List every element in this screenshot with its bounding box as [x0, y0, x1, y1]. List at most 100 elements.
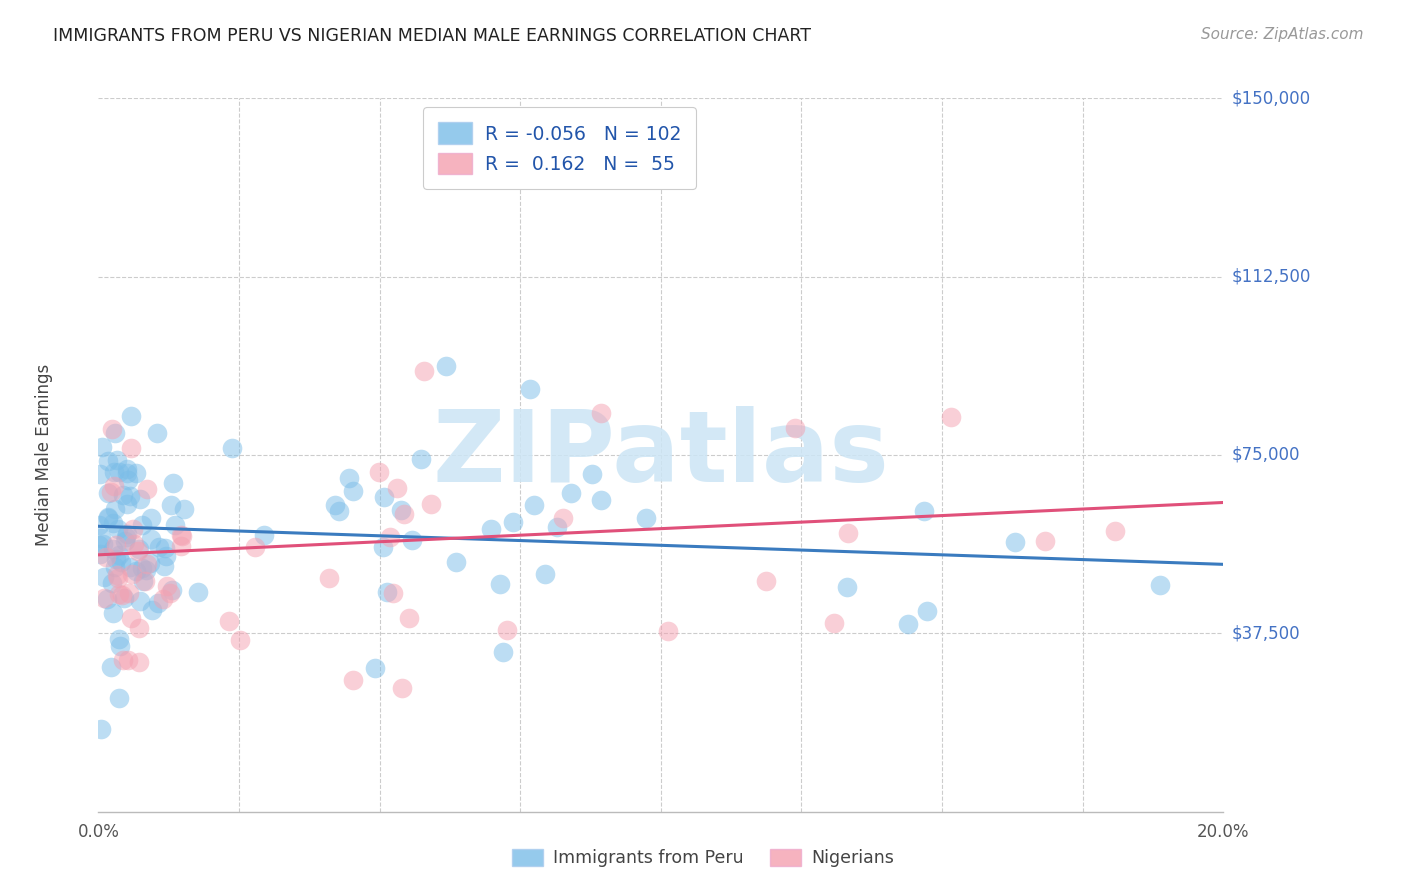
Point: [103, 479, 125, 493]
Point: [107, 571, 129, 585]
Point: [93, 591, 115, 605]
Point: [120, 441, 142, 455]
Point: [325, 499, 347, 513]
Point: [153, 541, 176, 555]
Point: [823, 615, 845, 630]
Point: [105, 538, 128, 552]
Point: [97, 486, 120, 500]
Point: [170, 529, 193, 543]
Point: [139, 510, 162, 524]
Point: [114, 534, 136, 549]
Point: [785, 421, 807, 435]
Point: [146, 426, 169, 441]
Point: [519, 382, 541, 396]
Point: [755, 574, 778, 589]
Point: [117, 461, 139, 475]
Point: [367, 465, 389, 479]
Point: [489, 576, 512, 591]
Point: [479, 522, 502, 536]
Point: [551, 510, 574, 524]
Point: [107, 632, 129, 646]
Point: [135, 564, 157, 578]
Point: [134, 574, 156, 588]
Point: [412, 364, 434, 378]
Point: [546, 520, 568, 534]
Point: [139, 556, 162, 570]
Point: [100, 485, 122, 500]
Point: [108, 690, 131, 705]
Point: [107, 568, 129, 582]
Point: [153, 558, 176, 573]
Point: [100, 422, 122, 436]
Point: [108, 587, 131, 601]
Point: [129, 593, 152, 607]
Point: [1004, 534, 1026, 549]
Point: [136, 483, 159, 497]
Point: [103, 465, 125, 479]
Point: [90, 723, 112, 737]
Point: [163, 517, 186, 532]
Point: [939, 410, 962, 425]
Point: [377, 585, 399, 599]
Point: [534, 567, 557, 582]
Point: [121, 567, 143, 582]
Legend: R = -0.056   N = 102, R =  0.162   N =  55: R = -0.056 N = 102, R = 0.162 N = 55: [423, 108, 696, 189]
Point: [1149, 578, 1171, 592]
Point: [170, 528, 193, 542]
Point: [218, 614, 240, 628]
Point: [118, 586, 141, 600]
Point: [253, 527, 276, 541]
Point: [110, 555, 132, 569]
Point: [128, 542, 150, 557]
Point: [342, 673, 364, 687]
Point: [912, 504, 935, 518]
Point: [155, 549, 177, 563]
Point: [444, 555, 467, 569]
Point: [122, 537, 145, 551]
Point: [495, 623, 517, 637]
Point: [229, 632, 252, 647]
Point: [104, 501, 127, 516]
Point: [107, 523, 129, 537]
Point: [337, 470, 360, 484]
Point: [492, 645, 515, 659]
Point: [111, 588, 134, 602]
Point: [127, 544, 149, 558]
Point: [122, 522, 145, 536]
Point: [634, 510, 657, 524]
Point: [392, 507, 415, 521]
Point: [187, 585, 209, 599]
Point: [835, 580, 858, 594]
Point: [1033, 534, 1056, 549]
Text: IMMIGRANTS FROM PERU VS NIGERIAN MEDIAN MALE EARNINGS CORRELATION CHART: IMMIGRANTS FROM PERU VS NIGERIAN MEDIAN …: [53, 27, 811, 45]
Point: [89, 538, 111, 552]
Point: [104, 426, 127, 441]
Point: [581, 467, 603, 481]
Point: [152, 592, 174, 607]
Text: $75,000: $75,000: [1232, 446, 1301, 464]
Point: [523, 498, 546, 512]
Point: [591, 406, 613, 420]
Point: [364, 661, 387, 675]
Point: [434, 359, 457, 374]
Point: [89, 518, 111, 533]
Point: [101, 516, 124, 531]
Point: [915, 604, 938, 618]
Point: [115, 466, 138, 480]
Point: [131, 560, 153, 574]
Point: [139, 532, 162, 546]
Point: [120, 611, 142, 625]
Point: [120, 409, 142, 423]
Point: [117, 473, 139, 487]
Text: Median Male Earnings: Median Male Earnings: [35, 364, 53, 546]
Point: [156, 579, 179, 593]
Point: [391, 681, 413, 695]
Point: [105, 453, 128, 467]
Text: ZIPatlas: ZIPatlas: [433, 407, 889, 503]
Text: $150,000: $150,000: [1232, 89, 1310, 107]
Point: [131, 517, 153, 532]
Point: [221, 441, 243, 455]
Point: [560, 486, 582, 500]
Point: [101, 542, 124, 557]
Point: [125, 565, 148, 579]
